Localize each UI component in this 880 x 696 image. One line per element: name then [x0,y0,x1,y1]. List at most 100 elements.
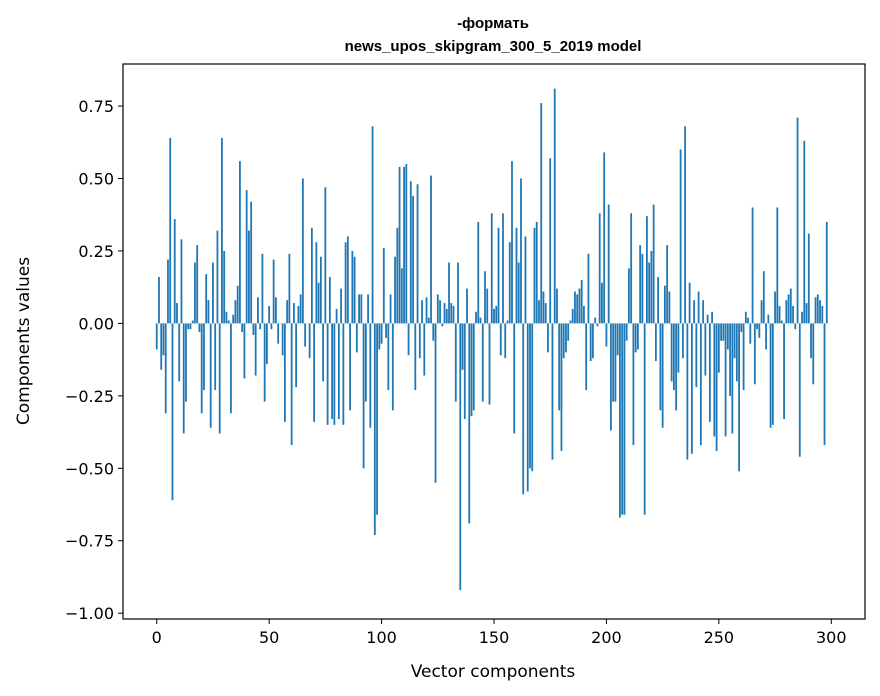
bar [450,303,453,324]
bar [414,323,417,391]
bar [735,323,738,382]
y-tick-label: −1.00 [65,604,114,623]
bar [729,323,731,396]
bar [301,178,304,324]
bar [180,239,183,324]
bar [753,323,756,385]
bar [502,213,504,324]
bar [452,306,455,324]
bar [221,137,223,324]
bar [400,268,403,324]
bar [194,262,196,324]
bar [324,187,327,324]
bar [603,152,606,324]
bar [162,323,165,356]
bar [416,184,419,324]
bar [319,256,322,324]
bar [351,250,354,324]
bar [605,323,608,347]
bar [733,323,736,359]
bar [574,291,576,324]
x-tick-label: 50 [259,628,279,647]
bar [281,323,284,356]
bar [663,285,666,324]
bar [490,213,493,324]
bar [212,262,214,324]
bar [272,259,275,324]
bar [816,294,819,324]
bar [167,259,169,324]
bar [628,268,630,324]
bar [814,297,817,324]
y-tick-label: 0.00 [78,314,114,333]
bar [650,250,653,324]
bar [823,323,826,446]
bar [286,300,289,324]
y-tick-label: 0.25 [78,242,114,261]
bar [744,311,747,324]
bar [776,207,779,324]
bar [182,323,185,434]
bar [654,323,657,362]
bar [637,323,639,350]
bar [639,245,642,324]
bar [248,230,250,324]
bar [389,294,392,324]
bar [583,306,585,324]
y-tick-label: 0.50 [78,169,114,188]
bar [531,323,534,472]
bar [239,161,241,324]
bar [641,253,644,324]
bar [396,227,399,324]
bar [479,317,482,324]
bar [387,323,390,391]
bar [315,242,318,324]
bar [670,323,673,382]
bar [690,323,693,454]
bar [614,323,617,402]
bar [623,323,626,515]
bar [497,227,500,324]
bar [520,178,522,324]
bar [230,323,232,414]
bar [430,175,432,324]
x-tick-label: 100 [366,628,397,647]
bar [173,219,176,324]
bar [304,323,307,347]
bar [659,323,662,411]
bar [299,294,302,324]
bar [398,166,401,324]
bar [223,250,226,324]
bar [407,323,410,356]
bar [236,285,239,324]
bar [513,323,516,434]
bar [587,253,590,324]
bar [702,300,705,324]
bar [326,323,329,425]
x-tick-label: 250 [704,628,735,647]
bar [747,317,749,324]
bar [418,323,421,359]
bar [742,323,745,391]
bar [337,323,340,420]
bar [391,323,394,411]
bar [722,323,725,341]
bar [511,161,513,324]
bar [769,323,772,428]
bar [598,213,601,324]
bar [621,323,624,515]
bar [706,314,709,324]
bar [549,158,552,324]
bar [331,323,334,420]
bar [468,323,471,524]
bar [684,126,687,324]
bar [266,323,268,364]
y-tick-label: 0.75 [78,97,114,116]
bar [643,323,646,515]
bar [807,233,810,324]
bar [553,88,556,324]
bar [529,323,531,469]
bar [434,323,437,483]
y-axis-ticks: −1.00 −0.75 −0.50 −0.25 0.00 0.25 0.50 0.75 [65,97,123,623]
bar [517,262,520,324]
